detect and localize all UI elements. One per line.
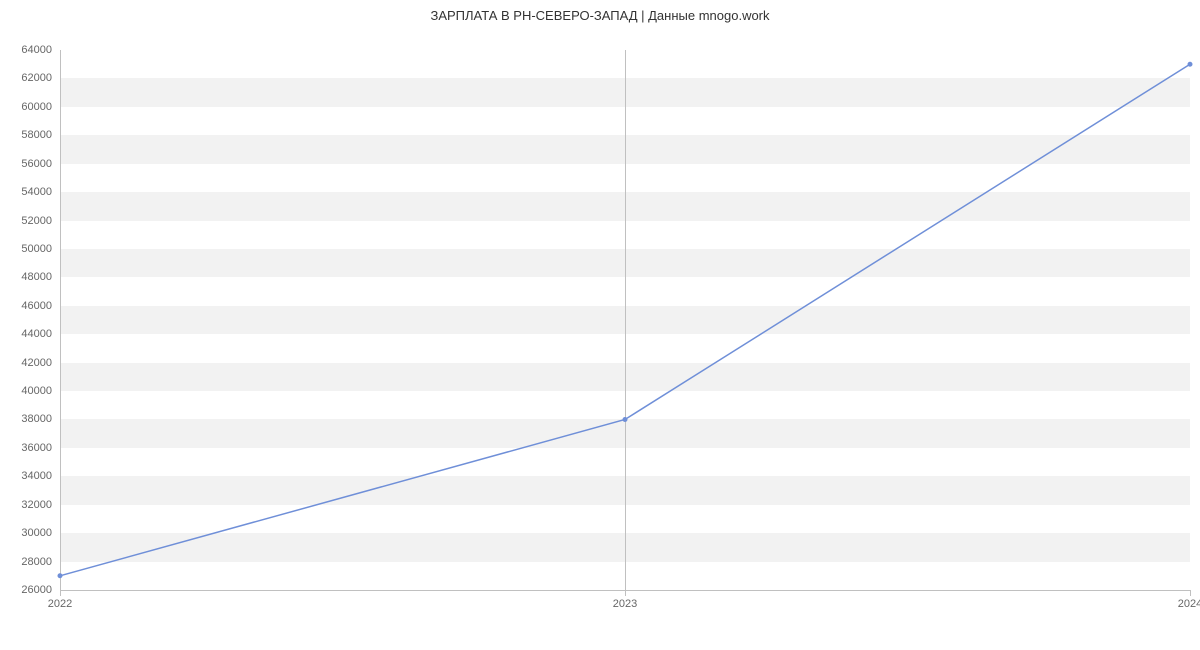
data-point-marker: [623, 417, 628, 422]
y-tick-label: 36000: [21, 442, 52, 454]
y-tick-label: 44000: [21, 328, 52, 340]
y-tick-label: 64000: [21, 44, 52, 56]
y-tick-label: 32000: [21, 499, 52, 511]
x-tick-mark: [1190, 590, 1191, 596]
chart-title: ЗАРПЛАТА В РН-СЕВЕРО-ЗАПАД | Данные mnog…: [0, 8, 1200, 23]
y-tick-label: 54000: [21, 186, 52, 198]
y-tick-label: 34000: [21, 470, 52, 482]
line-layer: [60, 50, 1190, 590]
y-tick-label: 46000: [21, 300, 52, 312]
y-tick-label: 42000: [21, 357, 52, 369]
y-tick-label: 28000: [21, 556, 52, 568]
y-tick-label: 50000: [21, 243, 52, 255]
data-point-marker: [1188, 62, 1193, 67]
series-line: [60, 64, 1190, 576]
y-tick-label: 30000: [21, 527, 52, 539]
x-tick-label: 2023: [613, 598, 637, 610]
plot-area: 2600028000300003200034000360003800040000…: [60, 50, 1190, 590]
y-tick-label: 56000: [21, 158, 52, 170]
data-point-marker: [58, 573, 63, 578]
y-tick-label: 52000: [21, 215, 52, 227]
y-tick-label: 62000: [21, 72, 52, 84]
salary-line-chart: ЗАРПЛАТА В РН-СЕВЕРО-ЗАПАД | Данные mnog…: [0, 0, 1200, 650]
y-tick-label: 48000: [21, 271, 52, 283]
y-tick-label: 38000: [21, 413, 52, 425]
x-tick-label: 2022: [48, 598, 72, 610]
x-axis-line: [60, 590, 1190, 591]
y-tick-label: 60000: [21, 101, 52, 113]
x-tick-label: 2024: [1178, 598, 1200, 610]
y-tick-label: 40000: [21, 385, 52, 397]
y-tick-label: 26000: [21, 584, 52, 596]
y-tick-label: 58000: [21, 129, 52, 141]
